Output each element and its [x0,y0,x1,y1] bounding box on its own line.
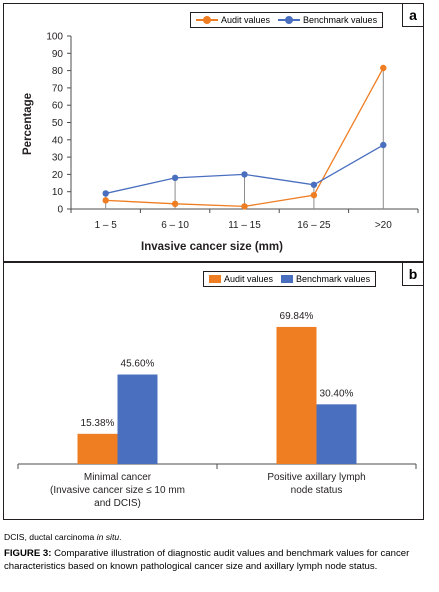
panel-a-legend: Audit values Benchmark values [190,12,384,28]
legend-benchmark-label: Benchmark values [296,274,371,284]
benchmark-data-point [380,141,387,149]
benchmark-data-point [310,181,318,188]
x-category-label: (Invasive cancer size ≤ 10 mm [50,485,185,496]
audit-data-point [380,64,387,72]
y-tick-label: 40 [52,135,64,146]
benchmark-data-point [102,190,109,197]
y-tick-label: 70 [52,83,64,94]
x-category-label: and DCIS) [94,498,141,509]
x-tick-label: 16 – 25 [297,220,331,231]
panel-b-bar-chart: b Audit values Benchmark values 15.38% 45… [3,262,424,520]
panel-a-line-chart: a Audit values Benchmark values Percenta… [3,3,424,262]
audit-bar [77,433,118,464]
panel-b-letter: b [402,263,423,286]
y-tick-label: 0 [57,205,63,216]
y-tick-label: 90 [52,49,64,60]
bar-value-label: 15.38% [81,418,115,429]
x-category-label: Positive axillary lymph [267,472,365,483]
legend-benchmark-swatch [281,275,294,283]
legend-item-audit: Audit values [196,15,270,25]
caption-label: FIGURE 3: [4,548,52,559]
legend-benchmark-label: Benchmark values [303,15,378,25]
line-chart-svg: Percentage Invasive cancer size (mm) 0 10… [22,32,419,253]
y-tick-label: 80 [52,66,64,77]
note-italic: in situ [96,532,120,542]
bar-value-label: 69.84% [280,311,314,322]
legend-audit-label: Audit values [221,15,271,25]
note-end: . [119,532,122,542]
audit-data-point [102,197,109,204]
y-tick-label: 10 [52,187,64,198]
x-tick-label: 11 – 15 [228,220,261,231]
x-tick-label: 6 – 10 [161,220,189,231]
benchmark-data-point [171,174,179,182]
y-tick-label: 30 [52,153,64,164]
bar-chart-svg: 15.38% 45.60% Minimal cancer (Invasive canc… [17,311,417,509]
y-tick-label: 60 [52,101,64,112]
legend-audit-label: Audit values [224,274,274,284]
x-tick-label: >20 [375,220,392,231]
bar-value-label: 45.60% [121,359,155,370]
y-axis-title: Percentage [22,93,34,155]
audit-data-point [241,203,248,210]
legend-item-audit: Audit values [209,274,273,284]
bar-value-label: 30.40% [320,388,354,399]
benchmark-bar [316,404,357,464]
x-axis-title: Invasive cancer size (mm) [141,241,283,253]
legend-benchmark-swatch [278,16,301,24]
audit-data-point [310,191,318,199]
benchmark-data-point [241,171,248,178]
figure-caption: FIGURE 3: Comparative illustration of di… [4,547,424,573]
legend-audit-swatch [209,275,221,283]
legend-item-benchmark: Benchmark values [278,15,377,25]
audit-data-point [171,200,179,208]
benchmark-bar [117,374,158,464]
y-tick-label: 50 [52,118,64,129]
panel-a-letter: a [402,4,423,27]
y-tick-label: 100 [46,32,63,43]
abbreviation-note: DCIS, ductal carcinoma in situ. [4,532,122,542]
note-abbr: DCIS, ductal carcinoma [4,532,97,542]
x-tick-label: 1 – 5 [95,220,118,231]
panel-b-legend: Audit values Benchmark values [203,271,377,287]
y-tick-label: 20 [52,170,64,181]
audit-bar [276,326,317,464]
x-category-label: Minimal cancer [84,472,152,483]
caption-text: Comparative illustration of diagnostic a… [4,548,410,572]
legend-audit-swatch [196,16,218,24]
x-category-label: node status [291,485,343,496]
legend-item-benchmark: Benchmark values [281,274,370,284]
